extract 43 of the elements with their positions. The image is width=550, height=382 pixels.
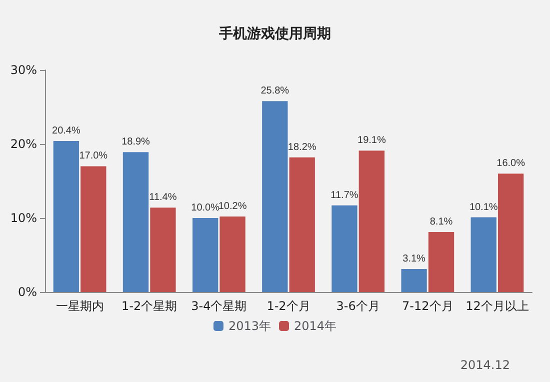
data-label: 8.1%: [430, 216, 453, 228]
text: 2014.12: [460, 358, 510, 372]
bar: [122, 152, 149, 292]
x-tick-label: 一星期内: [56, 299, 104, 313]
x-tick-label: 3-4个星期: [191, 299, 247, 313]
data-label: 11.4%: [149, 192, 177, 204]
data-label: 19.1%: [357, 135, 386, 146]
data-label: 25.8%: [260, 86, 290, 97]
y-tick-label: 20%: [10, 137, 37, 151]
y-tick-label: 0%: [18, 285, 37, 299]
chart-title: 手机游戏使用周期: [218, 25, 331, 42]
data-label: 18.9%: [122, 136, 150, 148]
legend-label: 2014年: [294, 319, 337, 333]
bar: [150, 208, 176, 292]
bar: [358, 150, 385, 292]
data-label: 10.2%: [218, 201, 247, 212]
data-label: 18.2%: [288, 142, 316, 153]
bar: [428, 232, 454, 292]
x-tick-label: 12个月以上: [466, 299, 529, 313]
x-tick-label: 1-2个星期: [122, 299, 178, 313]
bar: [332, 205, 358, 292]
data-label: 11.7%: [330, 190, 358, 201]
data-label: 10.1%: [469, 202, 498, 213]
legend-label: 2013年: [228, 319, 272, 333]
bar: [289, 157, 315, 292]
bar: [401, 269, 427, 292]
x-tick-label: 1-2个月: [266, 299, 310, 313]
bar: [80, 166, 106, 292]
bar: [53, 141, 80, 292]
data-label: 17.0%: [79, 150, 108, 162]
y-tick-label: 30%: [10, 63, 37, 77]
x-tick-label: 7-12个月: [402, 299, 454, 313]
bar: [498, 174, 524, 292]
bar: [262, 101, 288, 292]
x-tick-label: 3-6个月: [336, 299, 380, 313]
data-label: 20.4%: [52, 126, 80, 137]
data-label: 10.0%: [191, 202, 220, 214]
y-tick-label: 10%: [10, 211, 37, 225]
bar: [470, 217, 496, 292]
bar: [192, 218, 218, 292]
data-label: 16.0%: [496, 158, 526, 170]
data-label: 3.1%: [402, 254, 426, 265]
bar: [220, 216, 246, 292]
